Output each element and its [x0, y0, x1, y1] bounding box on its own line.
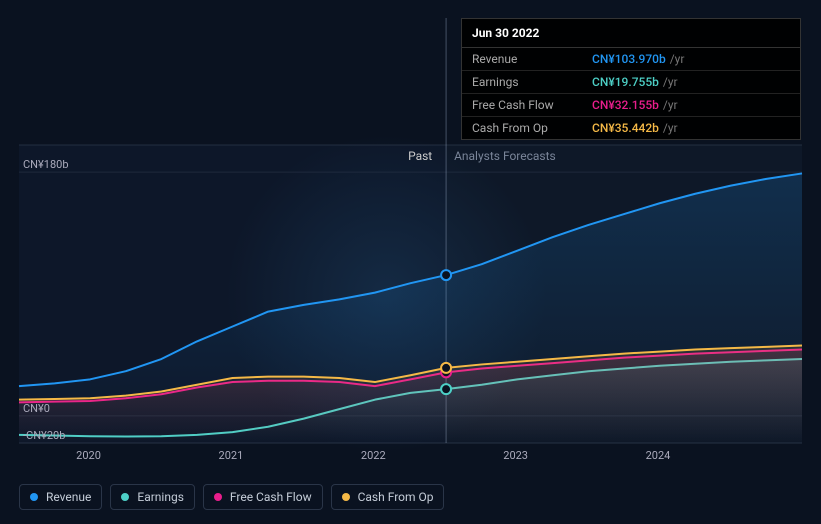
tooltip-row-value: CN¥32.155b: [592, 98, 659, 112]
chart-legend: Revenue Earnings Free Cash Flow Cash From O…: [19, 484, 444, 510]
legend-item-earnings[interactable]: Earnings: [110, 484, 195, 510]
legend-item-label: Free Cash Flow: [230, 490, 312, 504]
forecast-region-label: Analysts Forecasts: [454, 149, 556, 163]
legend-swatch: [342, 493, 350, 501]
legend-item-label: Cash From Op: [358, 490, 434, 504]
tooltip-row-value: CN¥103.970b: [592, 52, 666, 66]
tooltip-row-unit: /yr: [663, 75, 678, 89]
legend-item-cash-from-op[interactable]: Cash From Op: [331, 484, 445, 510]
tooltip-row: EarningsCN¥19.755b/yr: [462, 71, 800, 94]
legend-item-label: Earnings: [137, 490, 184, 504]
tooltip-date: Jun 30 2022: [462, 19, 800, 48]
tooltip-row: Free Cash FlowCN¥32.155b/yr: [462, 94, 800, 117]
chart-tooltip: Jun 30 2022 RevenueCN¥103.970b/yrEarning…: [461, 18, 801, 140]
x-axis-label: 2021: [219, 449, 244, 462]
y-axis-label: -CN¥20b: [23, 429, 65, 442]
tooltip-row-label: Free Cash Flow: [472, 98, 592, 112]
tooltip-row-label: Earnings: [472, 75, 592, 89]
tooltip-row-unit: /yr: [663, 98, 678, 112]
x-axis-label: 2022: [361, 449, 386, 462]
past-region-label: Past: [408, 149, 432, 163]
y-axis-label: CN¥0: [23, 402, 50, 415]
tooltip-row-value: CN¥35.442b: [592, 121, 659, 135]
tooltip-row-label: Cash From Op: [472, 121, 592, 135]
legend-item-free-cash-flow[interactable]: Free Cash Flow: [203, 484, 323, 510]
legend-swatch: [30, 493, 38, 501]
legend-item-label: Revenue: [46, 490, 91, 504]
tooltip-row-unit: /yr: [670, 52, 685, 66]
legend-item-revenue[interactable]: Revenue: [19, 484, 102, 510]
legend-swatch: [214, 493, 222, 501]
tooltip-row: RevenueCN¥103.970b/yr: [462, 48, 800, 71]
tooltip-row: Cash From OpCN¥35.442b/yr: [462, 117, 800, 139]
financials-chart: Past Analysts Forecasts Jun 30 2022 Reve…: [0, 0, 821, 524]
x-axis-label: 2023: [503, 449, 528, 462]
tooltip-row-unit: /yr: [663, 121, 678, 135]
x-axis-label: 2024: [646, 449, 671, 462]
x-axis-label: 2020: [76, 449, 101, 462]
tooltip-row-label: Revenue: [472, 52, 592, 66]
y-axis-label: CN¥180b: [23, 158, 69, 171]
legend-swatch: [121, 493, 129, 501]
tooltip-row-value: CN¥19.755b: [592, 75, 659, 89]
